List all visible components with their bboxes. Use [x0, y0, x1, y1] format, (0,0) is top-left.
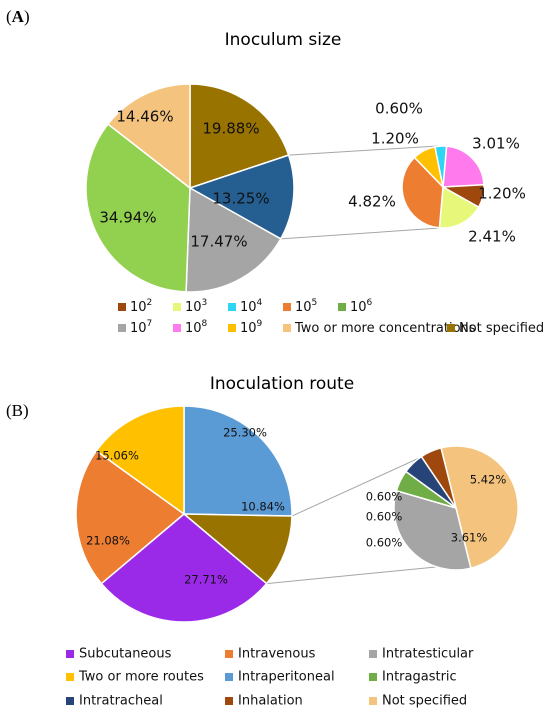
chart-b-sub-label-inhalation: 0.60%: [366, 490, 403, 504]
chart-a-main-label-10-6: 34.94%: [99, 209, 156, 227]
chart-a-legend-109-swatch: [228, 324, 236, 332]
chart-a-main-slice-not-specified: [189, 83, 290, 190]
chart-b-main-label-subcutaneous: 27.71%: [184, 573, 228, 587]
chart-b-sub-label-not-specified: 5.42%: [470, 473, 507, 487]
chart-b-main-slice-two-or-more-routes: [95, 405, 185, 516]
chart-b-connectors: [266, 447, 442, 585]
chart-b-main-label-two-or-more-routes: 15.06%: [95, 449, 139, 463]
chart-a-legend-102-swatch: [118, 303, 126, 311]
chart-a-sub-label-10-4: 0.60%: [375, 100, 423, 118]
chart-b-main-label-intravenous: 21.08%: [86, 534, 130, 548]
chart-a-connector-bottom: [280, 227, 441, 240]
chart-a-main-label-not-specified: 19.88%: [202, 120, 259, 138]
chart-b-main-label-intraperitoneal: 25.30%: [223, 426, 267, 440]
chart-b-sub-pie: [393, 445, 519, 571]
chart-b-main-pie: [75, 405, 293, 623]
chart-a-legend-107-label: 107: [130, 319, 152, 336]
chart-b-main-label-subset: 10.84%: [241, 500, 285, 514]
chart-a-sub-slice-10-3: [438, 185, 480, 229]
chart-b-sub-label-intragastric: 0.60%: [366, 536, 403, 550]
chart-b-legend-intravenous-swatch: [225, 650, 233, 658]
chart-b-legend-intratesticular-label: Intratesticular: [382, 647, 474, 662]
chart-a-sub-slice-10-8: [442, 145, 485, 188]
chart-a-sub-label-10-3: 2.41%: [468, 228, 516, 246]
chart-a-connectors: [280, 145, 441, 240]
chart-a-connector-top: [288, 145, 439, 156]
chart-a-sub-pie: [401, 145, 485, 229]
chart-a-main-slice-10-6: [85, 122, 191, 293]
chart-a-main-slice-two-or-more-concentrations: [106, 83, 191, 190]
chart-b-sub-slice-intratesticular: [393, 489, 472, 571]
chart-b-legend-intragastric-label: Intragastric: [382, 670, 457, 685]
chart-b-main-slice-subset: [181, 513, 293, 585]
chart-b-sub-slice-not-specified: [440, 445, 519, 570]
chart-b-legend-two-or-more-routes-label: Two or more routes: [78, 670, 204, 685]
chart-a-legend-104-swatch: [228, 303, 236, 311]
chart-b-legend-intratesticular-swatch: [369, 650, 377, 658]
chart-a-legend-105-label: 105: [295, 298, 317, 315]
chart-a-legend-107-swatch: [118, 324, 126, 332]
chart-a-sub-label-10-8: 3.01%: [472, 135, 520, 153]
chart-a-legend-108-label: 108: [185, 319, 208, 336]
chart-a-legend-105-swatch: [283, 303, 291, 311]
chart-a-legend-106-swatch: [338, 303, 346, 311]
chart-a-legend-not-specified-swatch: [447, 324, 455, 332]
chart-a-main-label-10-7: 17.47%: [190, 233, 247, 251]
chart-a-legend-two-or-more-concentrations-swatch: [283, 324, 291, 332]
chart-a-title: Inoculum size: [225, 30, 342, 50]
chart-b-connector-bottom: [266, 566, 437, 585]
chart-a-main-pie: [85, 83, 295, 293]
chart-a-legend-103-label: 103: [185, 298, 207, 315]
chart-b-legend-intraperitoneal-swatch: [225, 673, 233, 681]
chart-b-legend-subcutaneous-label: Subcutaneous: [79, 647, 172, 662]
chart-a-main-label-two-or-more-concentrations: 14.46%: [116, 108, 173, 126]
chart-b-main-slice-intravenous: [75, 449, 186, 585]
chart-b-legend-two-or-more-routes-swatch: [66, 673, 74, 681]
chart-a-legend-109-label: 109: [240, 319, 263, 336]
chart-a-sub-label-10-5: 4.82%: [348, 193, 396, 211]
chart-b-connector-top: [291, 447, 442, 517]
chart-a-legend-not-specified-label: Not specified: [459, 321, 544, 336]
chart-b-legend: Subcutaneous Intravenous Intratesticular Tw…: [66, 647, 474, 709]
chart-b-legend-not-specified-label: Not specified: [382, 694, 467, 709]
chart-b-legend-subcutaneous-swatch: [66, 650, 74, 658]
chart-b-legend-not-specified-swatch: [369, 697, 377, 705]
chart-b-legend-intraperitoneal-label: Intraperitoneal: [238, 670, 335, 685]
chart-a-main-slice-subset: [188, 154, 295, 240]
chart-a-sub-label-10-9: 1.20%: [371, 130, 419, 148]
chart-a-legend-two-or-more-concentrations-label: Two or more concentrations: [294, 321, 476, 336]
chart-a-sub-slice-10-5: [401, 156, 444, 229]
chart-b-main-slice-intraperitoneal: [183, 405, 293, 517]
chart-b-legend-intratracheal-swatch: [66, 697, 74, 705]
chart-a-labels: 19.88% 13.25% 17.47% 34.94% 14.46% 3.01% 1.20%…: [99, 100, 525, 251]
chart-a-main-slice-10-7: [185, 186, 282, 293]
chart-b-sub-slice-inhalation: [420, 446, 457, 509]
chart-b-sub-label-intratracheal: 0.60%: [366, 510, 403, 524]
chart-a-legend-108-swatch: [173, 324, 181, 332]
chart-b-legend-inhalation-label: Inhalation: [238, 694, 303, 709]
chart-a-legend-103-swatch: [173, 303, 181, 311]
chart-b-labels: 25.30% 10.84% 27.71% 21.08% 15.06% 5.42% 3.61%…: [86, 426, 506, 587]
panel-b-label: (B): [6, 401, 29, 420]
chart-b-legend-intravenous-label: Intravenous: [238, 647, 316, 662]
chart-a-main-label-subset: 13.25%: [212, 190, 269, 208]
chart-b-legend-inhalation-swatch: [225, 697, 233, 705]
chart-b-legend-intragastric-swatch: [369, 673, 377, 681]
chart-a-legend-104-label: 104: [240, 298, 263, 315]
chart-a-legend-106-label: 106: [350, 298, 373, 315]
chart-a-sub-slice-10-4: [434, 145, 448, 188]
chart-b-legend-intratracheal-label: Intratracheal: [79, 694, 163, 709]
chart-a-sub-label-10-2: 1.20%: [478, 185, 526, 203]
panel-a-label: (A): [6, 7, 30, 26]
chart-b-main-slice-subcutaneous: [100, 513, 268, 623]
chart-a-legend: 102 103 104 105 106 107 108 109 Two or more conc…: [118, 298, 544, 336]
chart-b-title: Inoculation route: [210, 374, 354, 394]
chart-b-sub-label-intratesticular: 3.61%: [451, 531, 488, 545]
chart-a-legend-102-label: 102: [130, 298, 152, 315]
